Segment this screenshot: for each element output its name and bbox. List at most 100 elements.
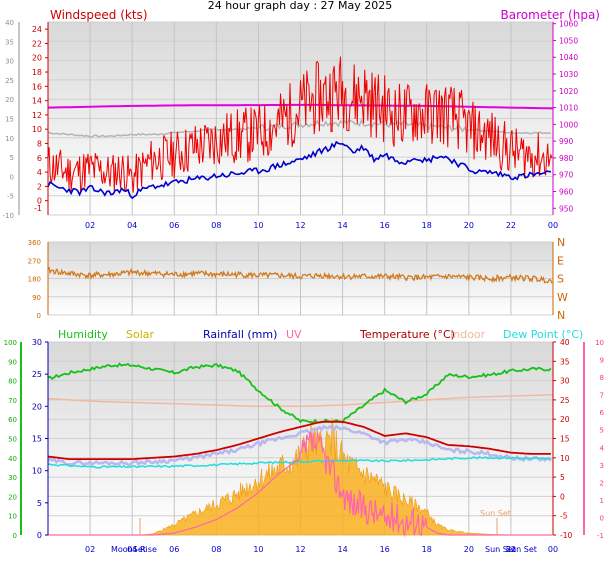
temperature-panel: 02 04 06 08 10 12 14 16 18 20 22 00 010203040506070…	[4, 328, 605, 554]
humidity-tick-label: 0	[13, 532, 17, 540]
temperature-x-tick-label: 20	[464, 545, 474, 554]
wind-inner-tick-label: 2	[37, 182, 42, 191]
wind-outer-tick-label: 30	[5, 58, 14, 66]
apparent-temperature-line	[47, 424, 552, 467]
wind-outer-tick-label: 40	[5, 19, 14, 27]
temperature-tick-label: 15	[560, 435, 570, 444]
barometer-tick-label: 1010	[559, 104, 578, 113]
windspeed-legend: Windspeed (kts)	[50, 8, 148, 22]
sunset-annotation: Sun Set	[480, 509, 511, 518]
legend-item: Indoor	[450, 328, 486, 341]
uv-tick-label: 2	[600, 479, 604, 487]
direction-tick-label: 0	[37, 312, 41, 320]
rain-tick-label: 20	[32, 402, 42, 411]
compass-label: W	[557, 291, 568, 304]
barometer-tick-label: 950	[559, 204, 574, 213]
wind-outer-tick-label: 35	[5, 38, 14, 46]
rain-tick-label: 5	[37, 499, 42, 508]
uv-tick-label: 5	[600, 427, 604, 435]
uv-tick-label: 6	[600, 409, 605, 417]
wind-inner-tick-label: 14	[32, 97, 42, 106]
moonset-annotation: MoonSet	[111, 545, 146, 554]
wind-outer-tick-label: 15	[5, 116, 14, 124]
wind-outer-tick-label: -10	[3, 212, 14, 220]
temperature-legend: Humidity Solar Rainfall (mm) UV Temperature …	[58, 328, 583, 341]
wind-x-tick-label: 16	[380, 221, 390, 230]
humidity-tick-label: 50	[8, 436, 17, 444]
temperature-x-tick-label: 06	[169, 545, 179, 554]
temperature-axes: 0102030405060708090100051015202530-10-50…	[4, 338, 605, 540]
dew-point-line	[47, 456, 551, 469]
temperature-x-tick-label: 08	[211, 545, 221, 554]
wind-x-tick-label: 04	[127, 221, 137, 230]
barometer-tick-label: 1020	[559, 87, 578, 96]
wind-inner-tick-label: 24	[32, 25, 42, 34]
wind-outer-tick-label: -5	[7, 193, 14, 201]
wind-x-tick-label: 10	[253, 221, 263, 230]
direction-line	[47, 266, 553, 284]
uv-tick-label: 8	[600, 374, 604, 382]
wind-x-tick-label: 18	[422, 221, 432, 230]
compass-label: N	[557, 236, 565, 249]
wind-series	[47, 56, 554, 200]
direction-axes: 0 N 90 W 180 S 270 E 360 N	[28, 236, 568, 322]
wind-axes: -10-505101520253035400246810121416182022…	[3, 19, 579, 220]
indoor-line	[47, 394, 554, 408]
uv-tick-label: 4	[600, 444, 605, 452]
barometer-tick-label: 1000	[559, 120, 578, 129]
wind-inner-tick-label: 12	[32, 111, 42, 120]
humidity-tick-label: 40	[8, 455, 17, 463]
wind-outer-tick-label: 0	[10, 173, 14, 181]
barometer-tick-label: 1040	[559, 53, 578, 62]
wind-x-tick-label: 22	[506, 221, 516, 230]
direction-tick-label: 180	[28, 276, 41, 284]
uv-tick-label: 1	[600, 497, 604, 505]
rain-tick-label: 10	[32, 467, 42, 476]
humidity-line	[47, 362, 552, 424]
wind-inner-tick-label: 8	[37, 140, 42, 149]
temperature-line	[47, 420, 551, 460]
wind-inner-tick-label: 4	[37, 168, 42, 177]
temperature-tick-label: 30	[560, 377, 570, 386]
legend-item: Rainfall (mm)	[203, 328, 277, 341]
wind-inner-tick-label: 6	[37, 154, 42, 163]
direction-grid	[48, 241, 554, 316]
direction-tick-label: 90	[32, 294, 41, 302]
wind-inner-tick-label: 0	[37, 197, 42, 206]
temperature-tick-label: -10	[560, 531, 572, 540]
legend-item: Humidity	[58, 328, 108, 341]
barometer-tick-label: 970	[559, 171, 574, 180]
direction-tick-label: 360	[28, 239, 41, 247]
temperature-tick-label: 0	[560, 492, 565, 501]
gust-line	[47, 56, 553, 193]
temperature-x-tick-label: 16	[380, 545, 390, 554]
temperature-series	[47, 362, 554, 538]
sunset-axis-label: Sun Set	[506, 545, 537, 554]
humidity-tick-label: 60	[8, 416, 17, 424]
moonrise-annotation: Rise	[140, 545, 157, 554]
compass-label: N	[557, 309, 565, 322]
humidity-tick-label: 90	[8, 358, 17, 366]
uv-tick-label: -1	[597, 532, 604, 540]
wind-inner-tick-label: 16	[32, 82, 42, 91]
temperature-x-tick-label: 04	[127, 545, 137, 554]
humidity-tick-label: 30	[8, 474, 17, 482]
temperature-tick-label: 20	[560, 415, 570, 424]
wind-outer-tick-label: 25	[5, 77, 14, 85]
wind-x-tick-label: 12	[295, 221, 305, 230]
barometer-tick-label: 1060	[559, 20, 578, 29]
wind-x-tick-label: 00	[548, 221, 558, 230]
chart-title: 24 hour graph day : 27 May 2025	[208, 0, 393, 12]
temperature-x-tick-label: 22	[506, 545, 516, 554]
temperature-tick-label: 25	[560, 396, 570, 405]
barometer-tick-label: 1050	[559, 36, 578, 45]
humidity-tick-label: 70	[8, 397, 17, 405]
wind-inner-tick-label: 20	[32, 54, 42, 63]
barometer-legend: Barometer (hpa)	[501, 8, 600, 22]
legend-item: UV	[286, 328, 302, 341]
temperature-tick-label: 5	[560, 473, 565, 482]
wind-x-tick-label: 06	[169, 221, 179, 230]
sunset-axis-label: Sun Set	[485, 545, 516, 554]
temperature-tick-label: 35	[560, 357, 570, 366]
